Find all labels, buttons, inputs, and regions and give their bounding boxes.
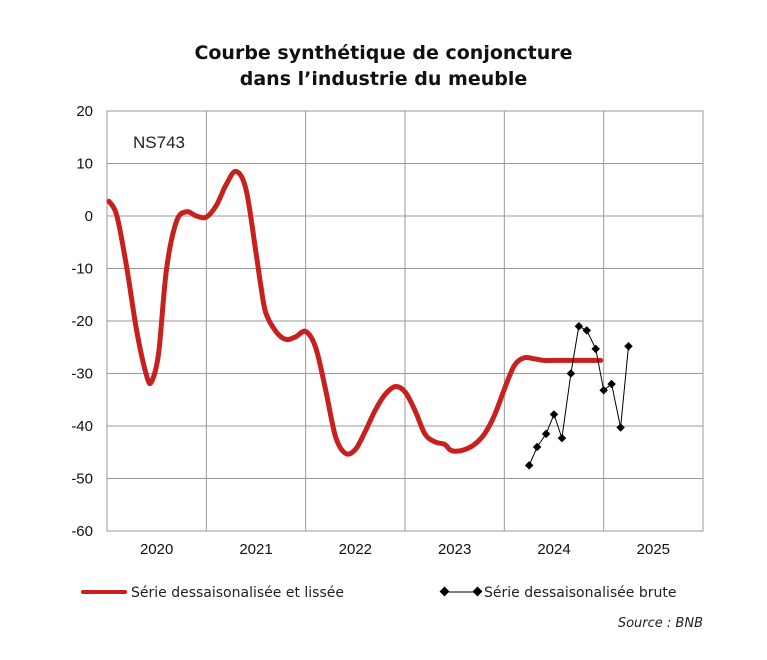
data-point-raw [624,341,633,351]
data-point-raw [524,461,534,470]
data-point-raw [541,429,551,439]
y-tick-label: -50 [71,471,93,488]
data-point-raw [582,326,591,335]
x-tick-label: 2020 [140,541,173,558]
source-note: Source : BNB [618,616,703,631]
chart-title-line2: dans l’industrie du meuble [239,68,528,90]
data-point-raw [591,344,600,354]
data-point-raw [557,433,567,443]
y-axis-ticks: 20 10 0 -10 -20 -30 -40 -50 -60 [71,103,93,540]
legend-label-smoothed: Série dessaisonalisée et lissée [131,585,344,601]
data-point-raw [574,322,584,331]
grid-lines [106,110,704,532]
series-line-smoothed [106,168,604,457]
series-code-label: NS743 [133,133,185,152]
y-tick-label: 0 [85,208,93,225]
series-line-raw [528,325,629,466]
data-point-raw [566,369,576,378]
x-tick-label: 2022 [339,541,372,558]
y-tick-label: -60 [71,523,93,540]
y-tick-label: 10 [76,156,93,173]
x-tick-label: 2024 [537,541,570,558]
y-tick-label: -40 [71,418,93,435]
y-tick-label: -10 [71,261,93,278]
x-axis-ticks: 2020 2021 2022 2023 2024 2025 [140,541,670,558]
legend-marker-raw [472,586,483,597]
data-point-raw [532,442,542,452]
y-tick-label: -30 [71,366,93,383]
x-tick-label: 2023 [438,541,471,558]
legend: Série dessaisonalisée et lissée Série de… [81,585,676,601]
chart-title-line1: Courbe synthétique de conjoncture [194,42,573,64]
data-point-raw [549,410,559,419]
legend-marker-raw [439,586,450,597]
data-point-raw [616,423,625,432]
legend-label-raw: Série dessaisonalisée brute [484,585,676,601]
chart-title: Courbe synthétique de conjoncture dans l… [0,40,767,92]
y-tick-label: -20 [71,313,93,330]
x-tick-label: 2021 [239,541,272,558]
data-point-raw [599,386,608,395]
y-tick-label: 20 [76,103,93,120]
x-tick-label: 2025 [637,541,670,558]
series-layer [106,168,633,470]
plot-area-frame [106,110,704,532]
